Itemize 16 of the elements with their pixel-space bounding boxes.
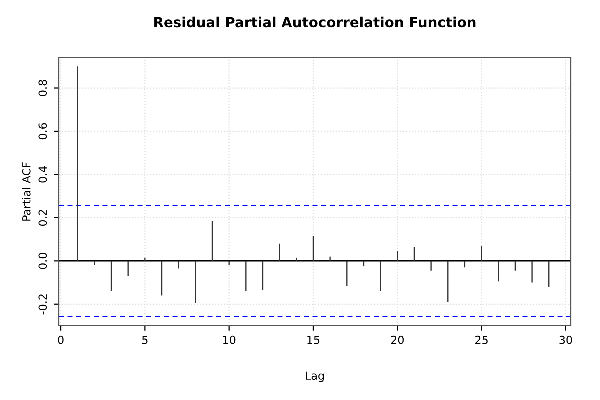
- y-axis-title: Partial ACF: [22, 162, 31, 221]
- y-tick-label: 0.2: [38, 210, 48, 226]
- x-tick-label: 0: [58, 336, 64, 344]
- y-tick-label: -0.2: [38, 294, 48, 315]
- x-axis-title: Lag: [306, 372, 324, 382]
- x-tick-label: 15: [308, 336, 320, 344]
- y-tick-label: 0.8: [38, 80, 48, 96]
- y-tick-label: 0.4: [38, 166, 48, 183]
- x-tick-label: 30: [560, 336, 572, 344]
- x-tick-label: 10: [223, 336, 236, 344]
- x-tick-label: 25: [476, 336, 488, 344]
- y-tick-label: 0.6: [38, 123, 48, 140]
- x-tick-label: 5: [142, 336, 148, 344]
- x-tick-label: 20: [391, 336, 404, 344]
- y-tick-label: 0.0: [38, 253, 48, 270]
- chart-title: Residual Partial Autocorrelation Function: [154, 16, 476, 28]
